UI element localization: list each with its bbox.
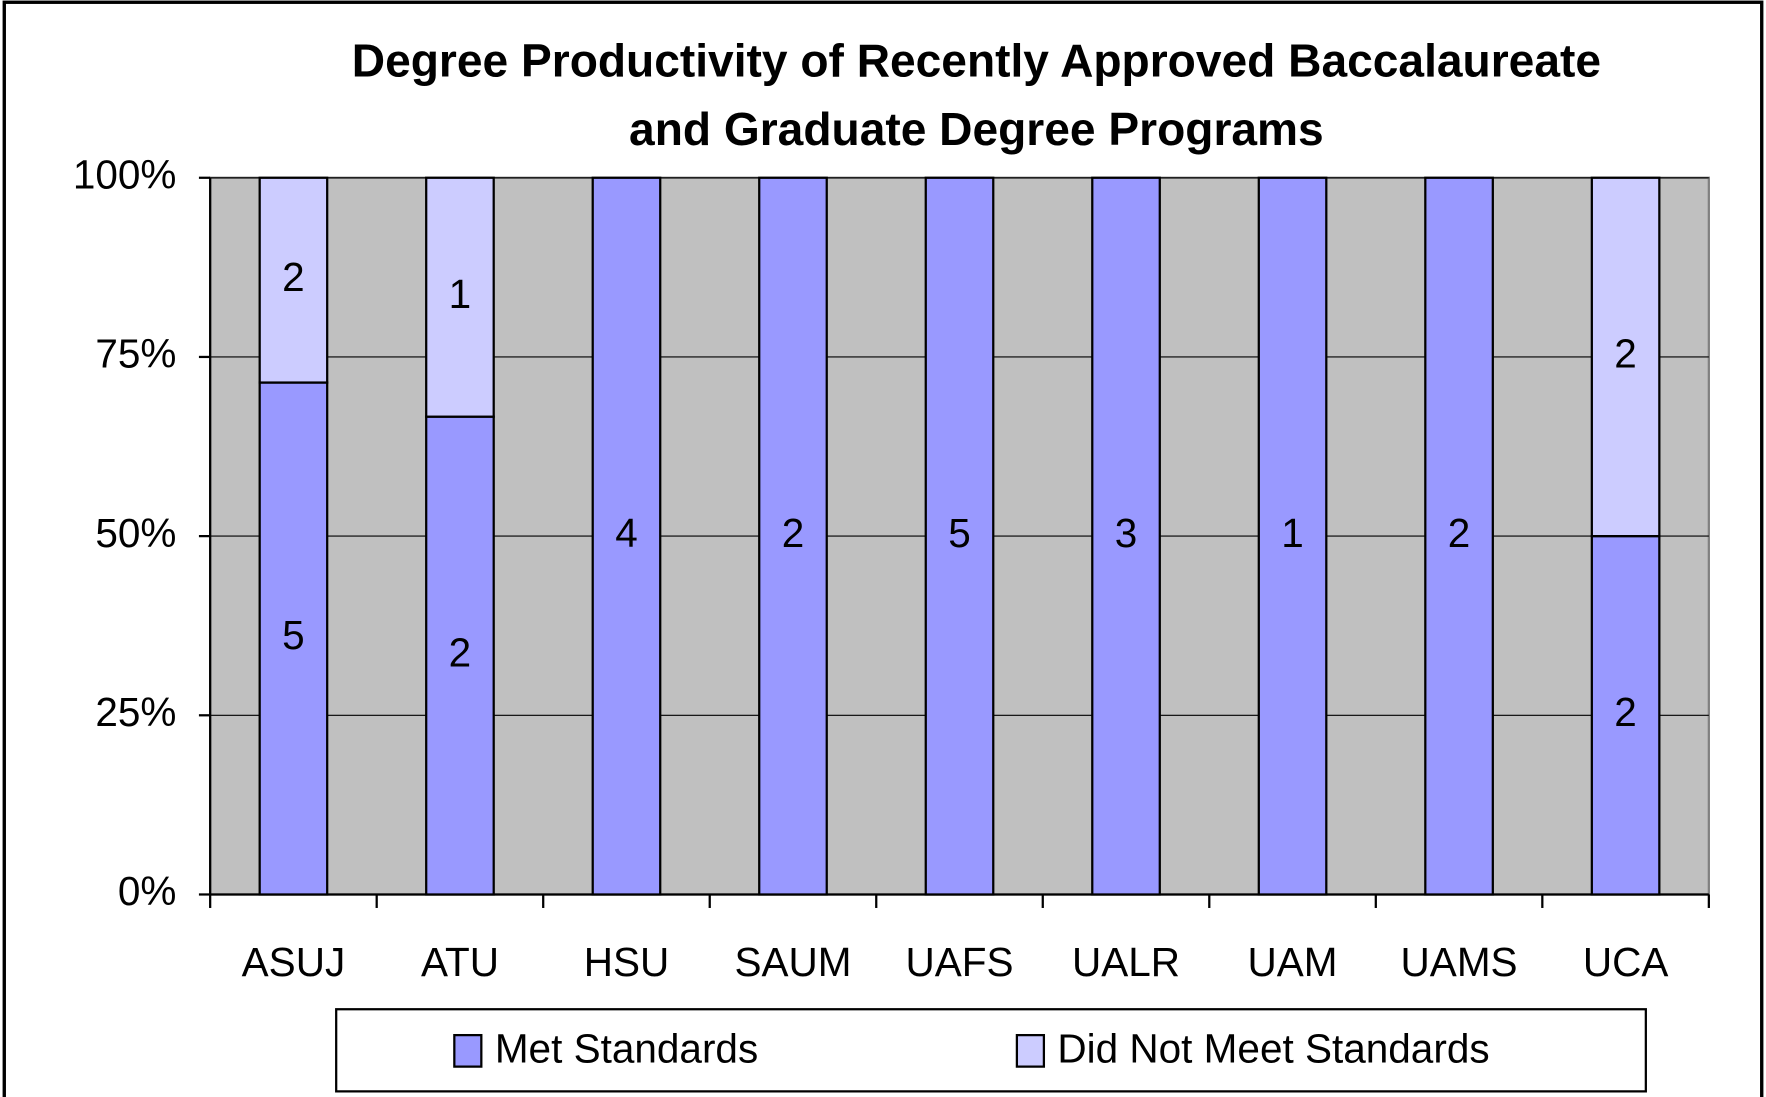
- bar-segment: [1257, 176, 1328, 896]
- y-tick-label: 0%: [118, 868, 177, 914]
- x-tick-label: UALR: [1072, 939, 1180, 985]
- data-label: 2: [1448, 510, 1471, 556]
- y-tick-label: 100%: [73, 151, 177, 197]
- y-tick-label: 50%: [95, 510, 176, 556]
- bar-segment: [425, 176, 495, 418]
- bar-segment: [425, 415, 495, 896]
- x-tick-label: HSU: [584, 939, 670, 985]
- data-label: 1: [449, 271, 472, 317]
- bar-segment: [924, 176, 995, 896]
- data-label: 2: [782, 510, 805, 556]
- data-label: 2: [449, 629, 472, 675]
- data-label: 2: [1614, 689, 1637, 735]
- data-label: 4: [615, 510, 638, 556]
- x-tick-label: SAUM: [734, 939, 851, 985]
- data-label: 5: [282, 612, 305, 658]
- data-label: 2: [1614, 331, 1637, 377]
- legend-box: [335, 1008, 1647, 1093]
- data-label: 2: [282, 254, 305, 300]
- chart-title: Degree Productivity of Recently Approved…: [352, 34, 1601, 86]
- x-tick-label: ATU: [421, 939, 499, 985]
- data-label: 5: [948, 510, 971, 556]
- bar-segment: [1424, 176, 1494, 896]
- bar-segment: [258, 381, 329, 896]
- legend-swatch: [453, 1033, 483, 1068]
- x-tick-label: UAM: [1248, 939, 1338, 985]
- legend-label: Met Standards: [495, 1026, 758, 1072]
- bar-segment: [758, 176, 828, 896]
- data-label: 3: [1115, 510, 1138, 556]
- x-tick-label: UAMS: [1401, 939, 1518, 985]
- bar-segment: [258, 176, 329, 384]
- bar-segment: [1590, 534, 1661, 896]
- x-tick-label: UAFS: [906, 939, 1014, 985]
- x-tick-label: ASUJ: [242, 939, 346, 985]
- x-tick-label: UCA: [1583, 939, 1669, 985]
- chart-title: and Graduate Degree Programs: [629, 103, 1324, 155]
- legend-swatch: [1015, 1033, 1046, 1068]
- bar-segment: [1091, 176, 1161, 896]
- y-tick-label: 75%: [95, 331, 176, 377]
- data-label: 1: [1281, 510, 1304, 556]
- legend-label: Did Not Meet Standards: [1057, 1026, 1489, 1072]
- bar-segment: [591, 176, 662, 896]
- y-tick-label: 25%: [95, 689, 176, 735]
- bar-segment: [1590, 176, 1661, 538]
